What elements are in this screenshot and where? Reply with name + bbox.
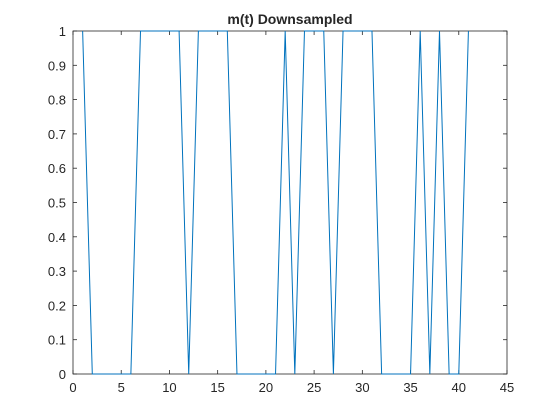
axis-ticks — [72, 30, 508, 375]
x-tick-label: 45 — [500, 380, 514, 395]
x-tick-label: 15 — [210, 380, 224, 395]
x-tick-label: 35 — [403, 380, 417, 395]
y-tick-label: 0.3 — [48, 264, 66, 279]
tick-labels: 0 5 10 15 20 25 30 35 40 45 0 0.1 0.2 0.3 0.4 0.5 0.6 0.7… — [48, 24, 514, 395]
y-tick-label: 0.6 — [48, 161, 66, 176]
y-tick-label: 0 — [59, 367, 66, 382]
y-tick-label: 0.2 — [48, 298, 66, 313]
x-tick-label: 30 — [355, 380, 369, 395]
x-tick-label: 40 — [452, 380, 466, 395]
y-tick-label: 0.5 — [48, 196, 66, 211]
y-tick-label: 0.7 — [48, 127, 66, 142]
x-tick-label: 5 — [118, 380, 125, 395]
y-tick-label: 1 — [59, 24, 66, 39]
x-tick-label: 25 — [307, 380, 321, 395]
y-tick-label: 0.8 — [48, 93, 66, 108]
y-tick-label: 0.4 — [48, 230, 66, 245]
chart-title: m(t) Downsampled — [227, 11, 352, 27]
x-tick-label: 0 — [69, 380, 76, 395]
plot-area — [82, 30, 469, 375]
y-tick-label: 0.1 — [48, 333, 66, 348]
series-line — [82, 30, 469, 375]
x-tick-label: 10 — [162, 380, 176, 395]
x-tick-label: 20 — [259, 380, 273, 395]
y-tick-label: 0.9 — [48, 58, 66, 73]
